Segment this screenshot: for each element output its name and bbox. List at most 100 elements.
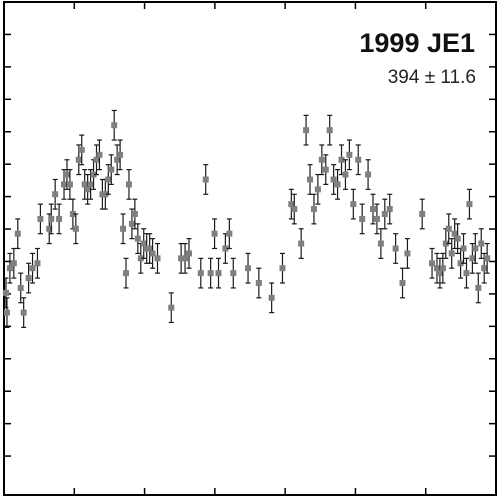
point-marker	[149, 250, 156, 257]
point-marker	[439, 265, 446, 272]
data-point	[93, 144, 100, 176]
point-marker	[429, 260, 436, 267]
data-point	[268, 282, 275, 314]
point-marker	[463, 270, 470, 277]
point-marker	[310, 206, 317, 213]
point-marker	[134, 235, 141, 242]
point-marker	[291, 206, 298, 213]
point-marker	[442, 240, 449, 247]
point-marker	[359, 215, 366, 222]
data-point	[342, 159, 349, 190]
data-point	[291, 193, 298, 225]
data-point	[279, 252, 286, 284]
point-marker	[222, 245, 229, 252]
point-marker	[370, 206, 376, 213]
point-marker	[318, 156, 325, 163]
point-marker	[137, 255, 144, 262]
point-marker	[56, 215, 63, 222]
point-marker	[17, 284, 24, 291]
data-point	[350, 188, 357, 220]
point-marker	[140, 240, 147, 247]
point-marker	[226, 230, 233, 237]
point-marker	[202, 176, 209, 183]
data-point	[288, 188, 295, 220]
point-marker	[34, 260, 41, 267]
point-marker	[279, 265, 286, 272]
data-point	[318, 144, 325, 176]
point-marker	[484, 255, 491, 262]
point-marker	[2, 289, 9, 296]
data-points	[2, 109, 491, 328]
point-marker	[472, 245, 479, 252]
data-point	[355, 144, 362, 176]
point-marker	[25, 275, 32, 282]
data-point	[433, 252, 440, 284]
point-marker	[436, 270, 443, 277]
point-marker	[168, 304, 175, 311]
point-marker	[178, 255, 185, 262]
data-point	[114, 144, 121, 176]
point-marker	[245, 265, 252, 272]
point-marker	[338, 156, 345, 163]
point-marker	[125, 181, 132, 188]
point-marker	[48, 215, 55, 222]
point-marker	[469, 255, 476, 262]
data-point	[117, 139, 124, 171]
data-point	[149, 238, 156, 269]
data-point	[81, 169, 88, 200]
data-point	[472, 233, 479, 264]
point-marker	[78, 146, 85, 153]
point-marker	[381, 210, 388, 217]
point-marker	[117, 151, 124, 158]
point-marker	[90, 171, 97, 178]
point-marker	[342, 171, 349, 178]
point-marker	[120, 225, 127, 232]
point-marker	[268, 294, 275, 301]
data-point	[207, 257, 214, 289]
point-marker	[96, 151, 103, 158]
data-point	[436, 257, 443, 289]
data-point	[202, 164, 209, 195]
data-point	[146, 233, 153, 264]
point-marker	[373, 215, 380, 222]
data-point	[123, 257, 130, 289]
chart-subtitle: 394 ± 11.6	[388, 67, 476, 88]
data-point	[346, 139, 353, 171]
point-marker	[61, 181, 68, 188]
point-marker	[84, 186, 91, 193]
point-marker	[475, 284, 482, 291]
data-point	[96, 139, 103, 171]
data-point	[334, 169, 341, 200]
data-point	[226, 218, 233, 250]
point-marker	[10, 260, 17, 267]
point-marker	[255, 280, 262, 287]
point-marker	[3, 309, 10, 316]
data-point	[359, 203, 366, 235]
data-point	[451, 218, 458, 250]
data-point	[215, 257, 222, 289]
data-point	[399, 267, 406, 299]
point-marker	[457, 260, 464, 267]
point-marker	[303, 127, 310, 134]
data-point	[373, 203, 380, 235]
data-point	[454, 223, 461, 255]
data-point	[245, 252, 252, 284]
point-marker	[451, 230, 458, 237]
data-point	[322, 154, 329, 186]
point-marker	[307, 176, 314, 183]
point-marker	[46, 225, 53, 232]
point-marker	[14, 230, 21, 237]
data-point	[48, 203, 55, 235]
data-point	[78, 134, 85, 166]
data-point	[303, 114, 310, 146]
data-point	[429, 247, 436, 279]
point-marker	[288, 201, 295, 208]
point-marker	[399, 280, 406, 287]
data-point	[392, 233, 399, 264]
data-point	[168, 292, 175, 324]
point-marker	[6, 265, 13, 272]
data-point	[134, 223, 141, 255]
point-marker	[197, 270, 204, 277]
point-marker	[111, 122, 118, 129]
